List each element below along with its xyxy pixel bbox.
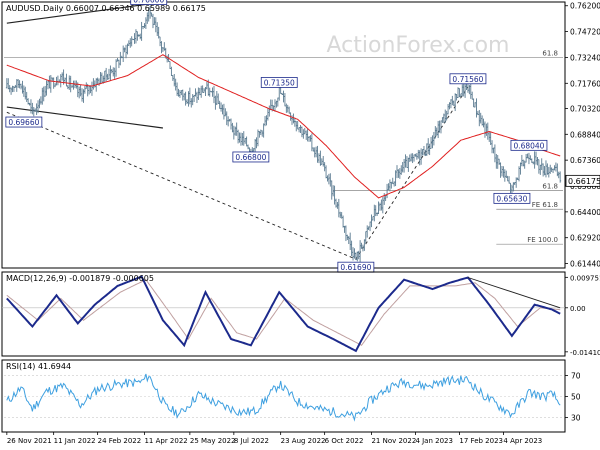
rsi-y-tick-label: 30 [571, 413, 581, 422]
rsi-y-tick-label: 70 [571, 372, 581, 381]
price-annotation-box [260, 77, 298, 88]
price-annotation-label: 0.68040 [513, 141, 544, 150]
macd-panel: 0.009751 0.00 -0.014107 MACD(12,26,9) -0.0… [1, 271, 600, 357]
macd-trendline [467, 277, 561, 309]
macd-trendline-line [467, 277, 561, 309]
fib-levels: 61.8 61.8 FE 61.8 FE 100.0 [4, 49, 563, 245]
last-price-box [565, 174, 600, 187]
price-y-tick-label: 0.74720 [570, 28, 600, 37]
time-tick-label: 11 Apr 2022 [144, 437, 187, 445]
macd-line [6, 275, 561, 353]
price-annotation-box [510, 139, 548, 151]
price-watermark: ActionForex.com [327, 33, 510, 58]
rsi-panel-frame [1, 359, 566, 433]
price-annotation-label: 0.71560 [452, 75, 483, 84]
price-trendline [6, 106, 163, 129]
price-annotation-box [5, 116, 43, 128]
price-panel: ActionForex.com 61.861.8FE 61.8FE 100.0 … [1, 0, 600, 273]
price-trendlines [6, 3, 469, 260]
time-tick-label: 25 May 2022 [190, 437, 236, 445]
price-trendline [355, 86, 469, 260]
macd-y-axis: 0.009751 0.00 -0.014107 [565, 274, 600, 357]
price-y-tick-label: 0.70320 [570, 104, 600, 113]
rsi-y-tick-label: 50 [571, 393, 581, 402]
price-y-tick-label: 0.67360 [570, 156, 600, 165]
price-annotation-label: 0.61690 [340, 263, 371, 272]
price-y-axis: 0.76200 0.74720 0.73240 0.71760 0.70320 0.688… [565, 2, 600, 269]
time-tick-label: 6 Oct 2022 [325, 437, 364, 445]
price-trendline [6, 3, 149, 24]
macd-panel-frame [1, 271, 566, 357]
price-y-tick-label: 0.64400 [570, 208, 600, 217]
rsi-y-axis: 70 50 30 [565, 372, 581, 422]
price-annotation-label: 0.69660 [8, 118, 39, 127]
macd-header: MACD(12,26,9) -0.001879 -0.000605 [6, 274, 154, 283]
price-panel-frame [1, 1, 566, 269]
fib-level-label: 61.8 [542, 49, 558, 57]
price-annotation-label: 0.65630 [496, 194, 527, 203]
price-annotations: 0.76600 0.69660 0.71350 0.66800 0.61690 0.715… [5, 0, 548, 273]
macd-y-tick-label: -0.014107 [570, 349, 600, 357]
rsi-panel: 70 50 30 RSI(14) 41.6944 [1, 359, 581, 433]
macd-y-tick-label: 0.009751 [570, 274, 600, 282]
price-y-tick-label: 0.62920 [570, 234, 600, 243]
time-tick-label: 23 Aug 2022 [281, 437, 326, 445]
price-y-tick-label: 0.73240 [570, 53, 600, 62]
rsi-header: RSI(14) 41.6944 [6, 362, 71, 371]
price-annotation-label: 0.71350 [264, 78, 295, 87]
price-annotation-box [493, 192, 531, 204]
price-annotation-label: 0.76600 [133, 0, 164, 4]
last-price-label: 0.66175 [568, 177, 600, 186]
rsi-line [6, 373, 561, 422]
price-y-tick-label: 0.71760 [570, 79, 600, 88]
time-tick-label: 26 Nov 2021 [7, 437, 52, 445]
fib-level-label: FE 61.8 [532, 201, 558, 209]
time-axis: 26 Nov 2021 11 Jan 2022 24 Feb 2022 11 Apr … [6, 432, 542, 445]
price-annotation-box [449, 73, 487, 85]
moving-average-line [6, 54, 561, 199]
price-header: AUDUSD.Daily 0.66007 0.66346 0.65989 0.6… [6, 4, 206, 13]
fib-level-label: 61.8 [542, 182, 558, 190]
price-annotation-label: 0.66800 [235, 153, 266, 162]
rsi-guide-lines [4, 375, 563, 418]
time-tick-label: 21 Nov 2022 [371, 437, 416, 445]
macd-y-tick-label: 0.00 [570, 305, 586, 313]
last-price-marker: 0.66175 [565, 174, 600, 187]
price-annotation-box [130, 0, 168, 5]
price-annotation-box [232, 151, 270, 163]
time-tick-label: 4 Jan 2023 [415, 437, 453, 445]
price-bars [5, 5, 562, 263]
time-tick-label: 11 Jan 2022 [54, 437, 96, 445]
macd-signal-line [6, 279, 561, 346]
price-y-tick-label: 0.68840 [570, 130, 600, 139]
time-tick-label: 17 Feb 2023 [459, 437, 503, 445]
price-y-tick-label: 0.76200 [570, 2, 600, 11]
time-tick-label: 4 Apr 2023 [503, 437, 542, 445]
time-tick-label: 24 Feb 2022 [98, 437, 142, 445]
fib-level-label: FE 100.0 [527, 236, 558, 244]
price-y-tick-label: 0.61440 [570, 260, 600, 269]
time-tick-label: 8 Jul 2022 [234, 437, 269, 445]
